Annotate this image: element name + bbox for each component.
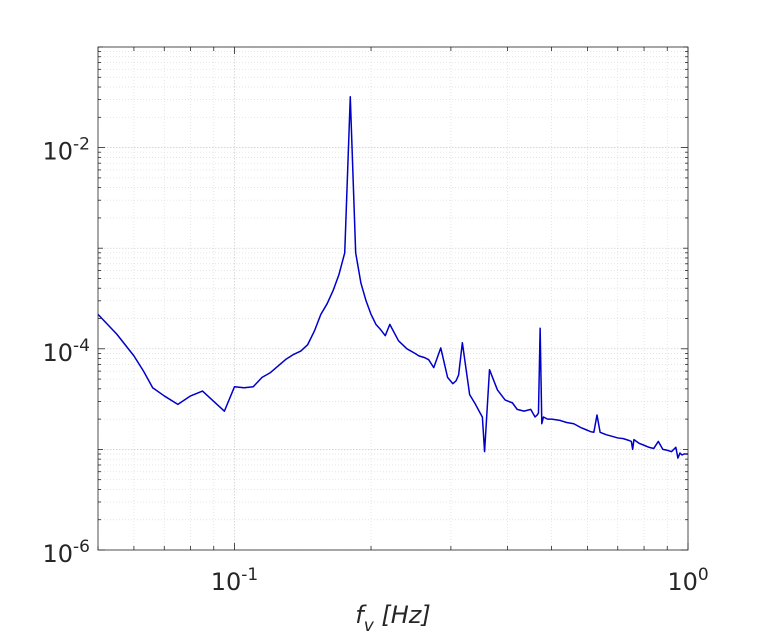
x-tick-label: 100 — [667, 565, 708, 596]
y-tick-label: 10-6 — [43, 537, 91, 568]
x-tick-label: 10-1 — [211, 565, 259, 596]
minor-grid — [97, 47, 688, 550]
axis-ticks — [97, 46, 689, 551]
series-line — [97, 96, 688, 459]
y-tick-label: 10-2 — [43, 135, 91, 166]
x-tick-labels: 10-1 100 — [211, 565, 709, 596]
plot-background — [98, 47, 688, 550]
x-axis-label: fv [Hz] — [355, 601, 431, 636]
y-tick-labels: 10-6 10-4 10-2 — [43, 135, 91, 568]
y-tick-label: 10-4 — [43, 336, 91, 367]
plot-frame — [97, 46, 689, 551]
